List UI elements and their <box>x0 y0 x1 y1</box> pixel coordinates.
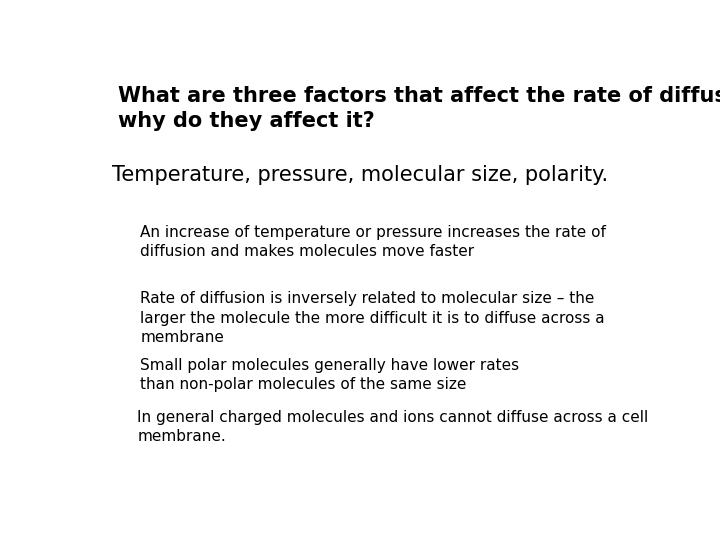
Text: Small polar molecules generally have lower rates
than non-polar molecules of the: Small polar molecules generally have low… <box>140 358 519 392</box>
Text: An increase of temperature or pressure increases the rate of
diffusion and makes: An increase of temperature or pressure i… <box>140 225 606 259</box>
Text: What are three factors that affect the rate of diffusion and
why do they affect : What are three factors that affect the r… <box>118 85 720 131</box>
Text: In general charged molecules and ions cannot diffuse across a cell
membrane.: In general charged molecules and ions ca… <box>138 410 649 444</box>
Text: Temperature, pressure, molecular size, polarity.: Temperature, pressure, molecular size, p… <box>112 165 608 185</box>
Text: Rate of diffusion is inversely related to molecular size – the
larger the molecu: Rate of diffusion is inversely related t… <box>140 292 605 345</box>
